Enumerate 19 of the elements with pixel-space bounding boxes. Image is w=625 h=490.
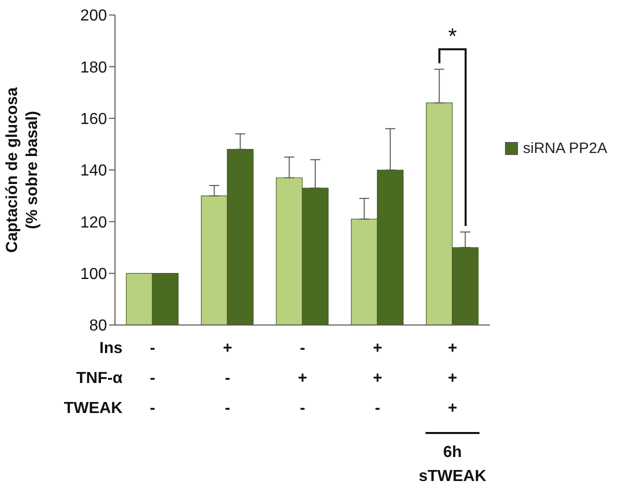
- text: Ins: [99, 340, 123, 357]
- x-tick-label: - + -: [298, 340, 308, 417]
- y-tick-label: 180: [80, 59, 108, 76]
- x-tick-label: + + +: [448, 340, 458, 417]
- x-tick-label: + - -: [222, 340, 232, 417]
- legend-label: siRNA PP2A: [523, 140, 608, 157]
- y-tick-label: 160: [80, 111, 108, 128]
- text: TWEAK: [64, 400, 123, 417]
- y-axis-title: Captación de glucosa (% sobre basal): [4, 87, 41, 253]
- text: TNF-α: [76, 370, 123, 387]
- annotation: *: [448, 23, 458, 48]
- y-tick-label: 120: [80, 214, 108, 232]
- y-tick-label: 140: [80, 162, 108, 180]
- y-tick-label: 80: [89, 318, 108, 335]
- text: 6h sTWEAK: [418, 444, 487, 485]
- y-tick-label: 100: [80, 266, 108, 284]
- y-tick-label: 200: [80, 8, 108, 25]
- x-tick-label: - - -: [150, 340, 156, 417]
- x-tick-label: + + -: [372, 340, 382, 417]
